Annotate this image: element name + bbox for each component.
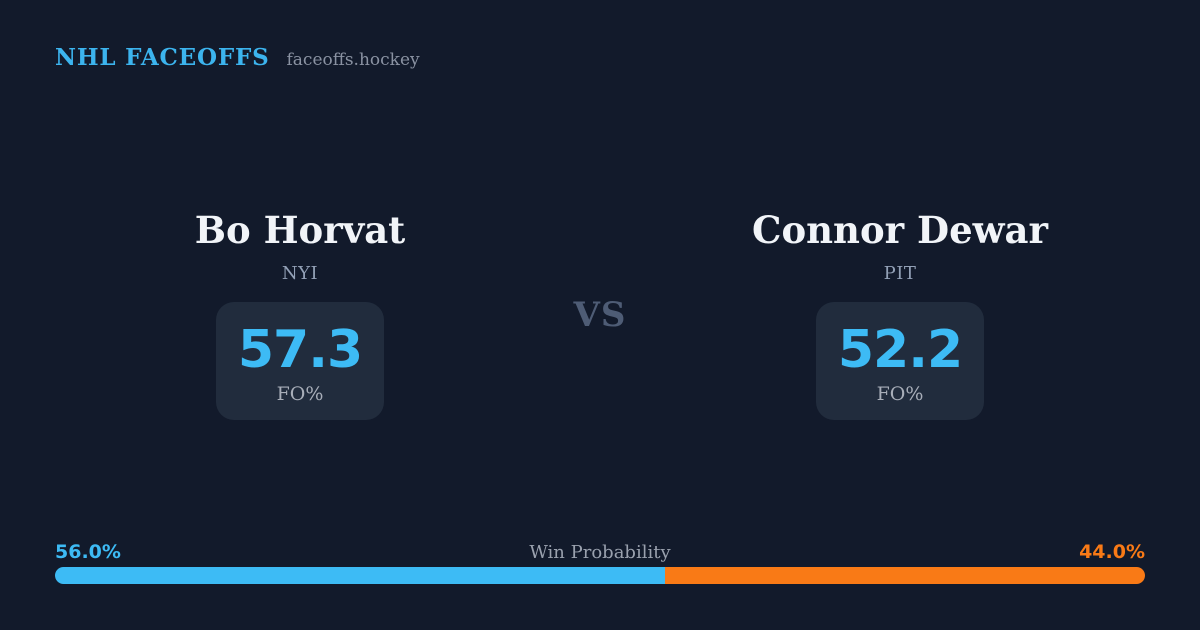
stat-box-left: 57.3 FO% bbox=[216, 302, 384, 420]
vs-label: VS bbox=[573, 295, 627, 335]
winprob-bar bbox=[55, 567, 1145, 584]
winprob-fill-right bbox=[665, 567, 1145, 584]
site-url: faceoffs.hockey bbox=[286, 50, 420, 70]
player-team-left: NYI bbox=[281, 263, 319, 284]
winprob-title: Win Probability bbox=[529, 542, 671, 563]
player-name-left: Bo Horvat bbox=[194, 208, 406, 252]
stat-label-left: FO% bbox=[276, 383, 324, 405]
header: NHL FACEOFFS faceoffs.hockey bbox=[55, 44, 420, 71]
winprob-right-percent: 44.0% bbox=[1079, 541, 1145, 563]
player-card-left: Bo Horvat NYI 57.3 FO% bbox=[130, 210, 470, 420]
stat-value-right: 52.2 bbox=[837, 320, 963, 380]
player-team-right: PIT bbox=[883, 263, 917, 284]
stat-value-left: 57.3 bbox=[237, 320, 363, 380]
stat-box-right: 52.2 FO% bbox=[816, 302, 984, 420]
brand-title: NHL FACEOFFS bbox=[55, 44, 270, 71]
winprob-left-percent: 56.0% bbox=[55, 541, 121, 563]
stat-label-right: FO% bbox=[876, 383, 924, 405]
winprob-fill-left bbox=[55, 567, 666, 584]
player-card-right: Connor Dewar PIT 52.2 FO% bbox=[730, 210, 1070, 420]
player-name-right: Connor Dewar bbox=[752, 208, 1048, 252]
